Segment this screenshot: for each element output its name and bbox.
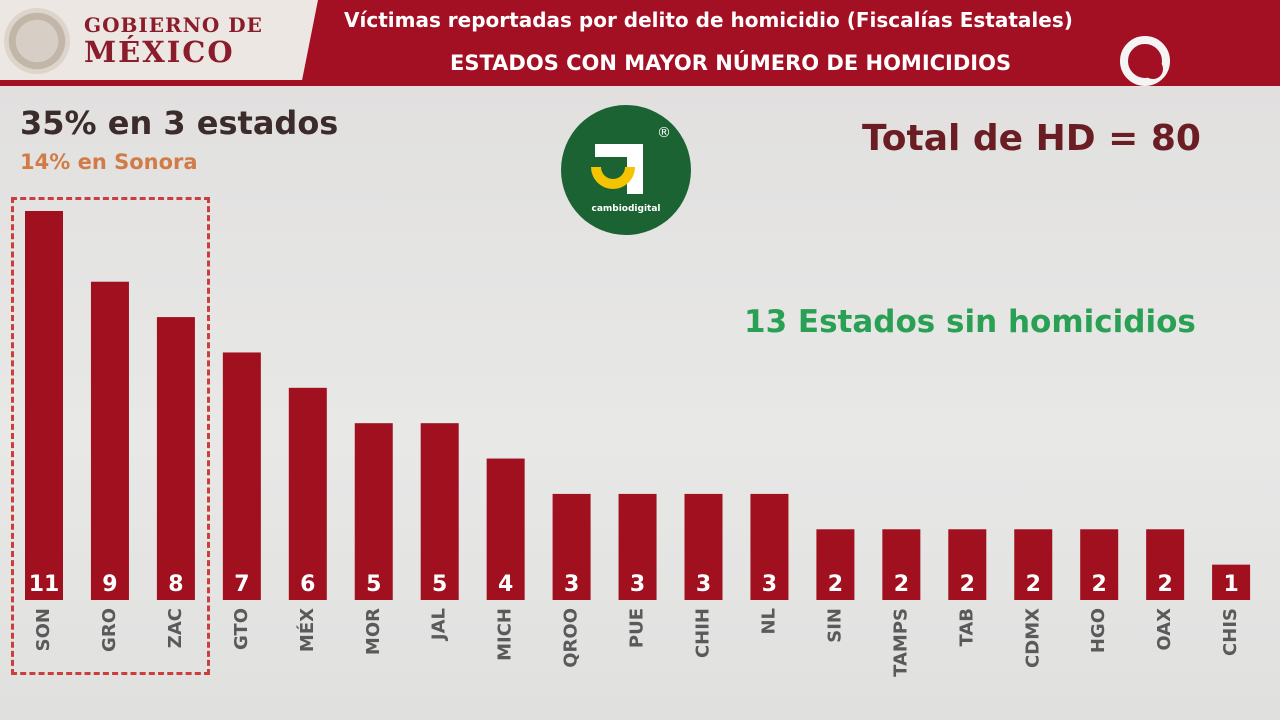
bar-chih [684,493,723,600]
channel-dot-icon [1143,59,1163,79]
category-label: PUE [627,608,648,648]
bar-gto [222,352,261,600]
chart-title: Víctimas reportadas por delito de homici… [344,8,1073,32]
government-name-line1: GOBIERNO DE [84,13,263,37]
sonora-callout: 14% en Sonora [20,150,198,174]
no-homicides-callout: 13 Estados sin homicidios [744,304,1196,340]
bar-value-label: 2 [1092,572,1107,597]
bar-value-label: 9 [102,572,117,597]
bar-qroo [552,493,591,600]
category-label: OAX [1154,608,1175,651]
top-three-highlight-box [11,197,210,675]
bar-value-label: 2 [960,572,975,597]
bar-cdmx [1014,529,1053,600]
category-label: QROO [561,608,582,668]
government-name-line2: MÉXICO [84,35,235,69]
category-label: HGO [1088,608,1109,653]
category-label: ZAC [165,608,186,648]
category-label: MICH [495,608,516,661]
category-label: MÉX [296,608,318,652]
bar-value-label: 1 [1223,572,1238,597]
watermark-d-icon [591,144,643,194]
bar-value-label: 5 [432,572,447,597]
bar-jal [420,423,459,600]
category-label: MOR [363,608,384,655]
category-label: SON [33,608,54,651]
bar-value-label: 2 [1157,572,1172,597]
category-label: SIN [824,608,845,643]
bar-value-label: 7 [234,572,249,597]
chart-subtitle: ESTADOS CON MAYOR NÚMERO DE HOMICIDIOS [450,51,1012,75]
channel-ring-icon [1120,36,1170,86]
category-label: NL [758,608,779,635]
category-label: TAMPS [890,608,911,677]
total-callout: Total de HD = 80 [862,118,1201,159]
registered-mark: ® [657,125,671,141]
bar-value-label: 3 [762,572,777,597]
bar-mich [486,458,525,600]
bar-value-label: 11 [29,572,60,597]
bar-value-label: 3 [564,572,579,597]
category-label: TAB [956,608,977,647]
bar-oax [1146,529,1185,600]
bar-méx [288,387,327,600]
watermark-logo: ® cambiodigital [561,105,691,235]
bar-gro [90,281,129,600]
bar-tab [948,529,987,600]
bar-value-label: 8 [168,572,183,597]
bar-value-label: 4 [498,572,513,597]
bar-value-label: 5 [366,572,381,597]
bar-tamps [882,529,921,600]
category-label: JAL [429,608,450,642]
government-logo-panel: GOBIERNO DE MÉXICO [0,0,318,80]
bar-zac [156,317,195,600]
bar-nl [750,493,789,600]
category-label: CHIH [693,608,714,658]
bar-value-label: 2 [1026,572,1041,597]
national-seal-icon [4,8,70,74]
watermark-text: cambiodigital [591,204,661,214]
bar-value-label: 2 [894,572,909,597]
bar-value-label: 6 [300,572,315,597]
header-bar: GOBIERNO DE MÉXICO Víctimas reportadas p… [0,0,1280,125]
bar-mor [354,423,393,600]
bar-pue [618,493,657,600]
bar-value-label: 3 [630,572,645,597]
bar-son [25,211,63,600]
bar-value-label: 2 [828,572,843,597]
bar-hgo [1080,529,1119,600]
category-label: GTO [231,608,252,650]
bar-sin [816,529,855,600]
category-label: GRO [99,608,120,652]
category-label: CHIS [1220,608,1241,656]
category-label: CDMX [1022,608,1043,668]
bar-chis [1212,564,1251,600]
bar-value-label: 3 [696,572,711,597]
top-three-callout: 35% en 3 estados [20,104,339,142]
